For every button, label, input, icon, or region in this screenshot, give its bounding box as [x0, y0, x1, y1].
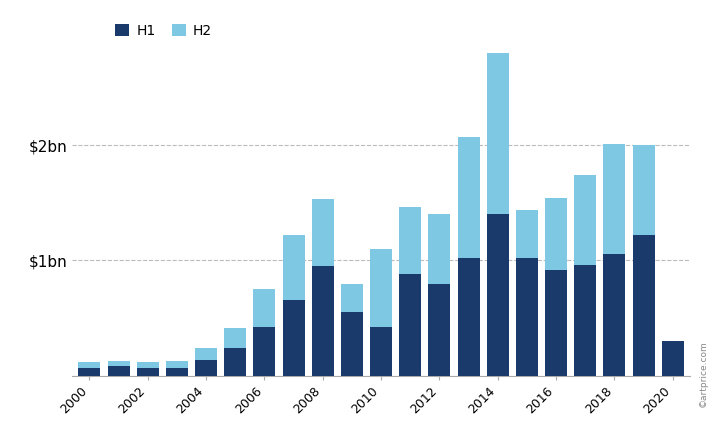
- Bar: [545, 270, 567, 376]
- Bar: [108, 366, 129, 376]
- Text: ©artprice.com: ©artprice.com: [699, 340, 708, 407]
- Bar: [574, 175, 596, 265]
- Bar: [166, 361, 188, 368]
- Bar: [399, 207, 421, 274]
- Bar: [224, 328, 246, 348]
- Bar: [457, 258, 480, 376]
- Bar: [254, 327, 275, 376]
- Bar: [370, 327, 392, 376]
- Bar: [283, 235, 305, 300]
- Bar: [429, 214, 450, 283]
- Bar: [312, 266, 334, 376]
- Bar: [487, 36, 508, 214]
- Bar: [399, 274, 421, 376]
- Bar: [457, 137, 480, 258]
- Bar: [166, 368, 188, 376]
- Bar: [516, 210, 538, 258]
- Legend: H1, H2: H1, H2: [110, 18, 218, 43]
- Bar: [574, 265, 596, 376]
- Bar: [195, 360, 217, 376]
- Bar: [283, 300, 305, 376]
- Bar: [633, 145, 654, 235]
- Bar: [195, 348, 217, 360]
- Bar: [312, 199, 334, 266]
- Bar: [341, 283, 363, 312]
- Bar: [603, 144, 626, 254]
- Bar: [137, 368, 159, 376]
- Bar: [341, 312, 363, 376]
- Bar: [254, 289, 275, 327]
- Bar: [370, 249, 392, 327]
- Bar: [661, 341, 684, 376]
- Bar: [429, 283, 450, 376]
- Bar: [633, 235, 654, 376]
- Bar: [137, 362, 159, 368]
- Bar: [108, 361, 129, 366]
- Bar: [545, 198, 567, 270]
- Bar: [224, 348, 246, 376]
- Bar: [78, 368, 101, 376]
- Bar: [516, 258, 538, 376]
- Bar: [78, 362, 101, 368]
- Bar: [487, 214, 508, 376]
- Bar: [603, 254, 626, 376]
